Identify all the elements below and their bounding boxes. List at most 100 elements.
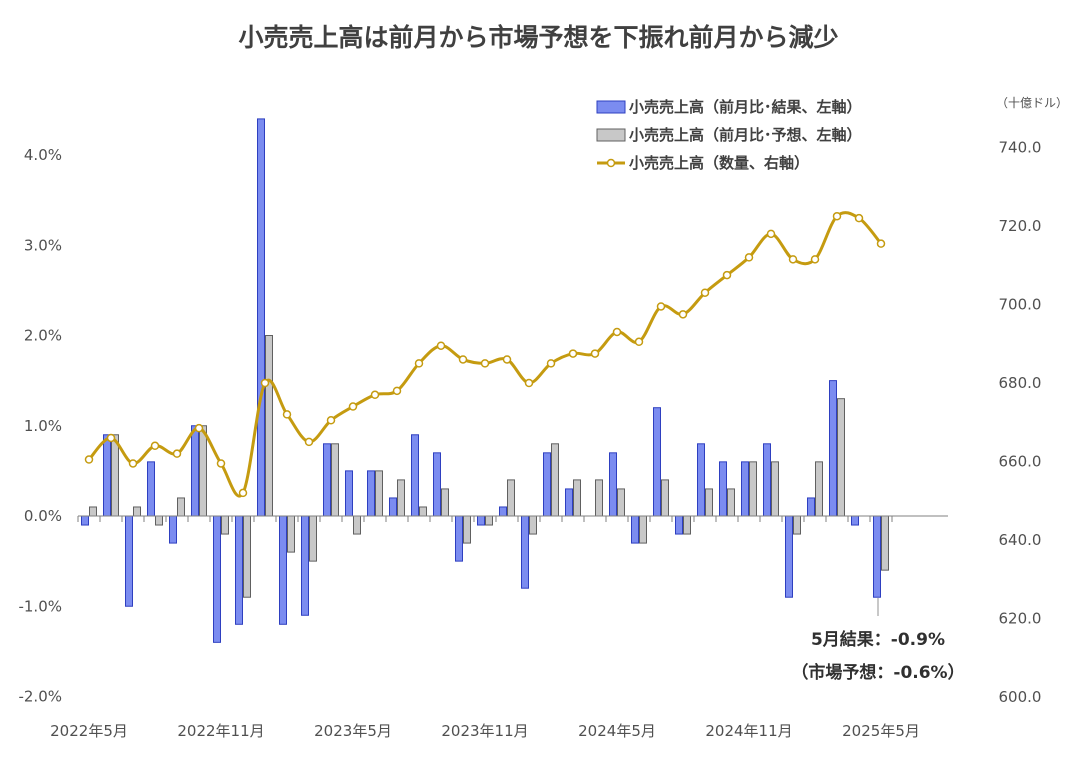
x-axis-ticks — [77, 516, 893, 522]
legend-swatch-forecast — [596, 128, 626, 142]
bar-forecast — [573, 479, 581, 517]
right-tick-label: 600.0 — [999, 688, 1042, 706]
bar-result — [147, 461, 155, 517]
bar-result — [763, 443, 771, 517]
right-tick-label: 660.0 — [999, 453, 1042, 471]
right-axis-ticks: 740.0 720.0 700.0 680.0 660.0 640.0 620.0 600.0 — [999, 139, 1042, 707]
volume-point — [414, 359, 424, 368]
bar-forecast — [815, 461, 823, 517]
volume-point — [546, 359, 556, 368]
bar-forecast — [529, 515, 537, 535]
volume-point — [436, 341, 446, 350]
volume-point — [150, 441, 160, 451]
bar-forecast — [507, 479, 515, 517]
bar-result — [697, 443, 705, 517]
legend-swatch-result — [596, 100, 626, 114]
bar-forecast — [551, 443, 559, 517]
volume-point — [766, 229, 776, 239]
bar-result — [455, 515, 463, 562]
volume-line — [87, 211, 883, 498]
bar-result — [851, 515, 859, 526]
volume-point — [480, 359, 490, 368]
bar-result — [741, 461, 749, 517]
bar-forecast — [463, 515, 471, 544]
volume-point — [84, 455, 94, 464]
bar-forecast — [727, 488, 735, 517]
bar-result — [543, 452, 551, 517]
bar-result — [257, 118, 265, 517]
bar-result — [345, 470, 353, 517]
bar-forecast — [771, 461, 779, 517]
bar-result — [433, 452, 441, 517]
left-tick-label: 0.0% — [24, 507, 62, 525]
bar-result — [235, 515, 243, 625]
bar-forecast — [89, 506, 97, 517]
volume-point — [810, 255, 820, 264]
x-tick-label: 2023年11月 — [441, 722, 528, 740]
bar-forecast — [287, 515, 295, 553]
volume-point — [172, 449, 182, 458]
bar-forecast — [705, 488, 713, 517]
legend-label-result: 小売売上高（前月比･結果、左軸） — [629, 98, 862, 116]
bar-result — [631, 515, 639, 544]
right-tick-label: 700.0 — [999, 296, 1042, 314]
volume-point — [568, 349, 578, 358]
volume-point — [832, 211, 842, 221]
bar-forecast — [177, 497, 185, 517]
x-tick-label: 2022年11月 — [177, 722, 264, 740]
bar-forecast — [111, 434, 119, 517]
bar-forecast — [441, 488, 449, 517]
chart-title: 小売売上高は前月から市場予想を下振れ前月から減少 — [238, 23, 839, 52]
volume-point — [700, 288, 710, 297]
left-axis-ticks: 4.0% 3.0% 2.0% 1.0% 0.0% -1.0% -2.0% — [18, 146, 62, 706]
bar-forecast — [793, 515, 801, 535]
left-tick-label: -2.0% — [18, 688, 62, 706]
volume-point — [128, 459, 138, 468]
bar-result — [191, 425, 199, 517]
bar-result — [829, 380, 837, 517]
bar-forecast — [661, 479, 669, 517]
bar-forecast — [639, 515, 647, 544]
left-tick-label: -1.0% — [18, 597, 62, 615]
bar-forecast — [749, 461, 757, 517]
bar-result — [719, 461, 727, 517]
bar-result — [785, 515, 793, 598]
volume-point — [722, 270, 732, 280]
left-tick-label: 2.0% — [24, 327, 62, 345]
volume-point — [656, 302, 666, 311]
right-tick-label: 620.0 — [999, 610, 1042, 628]
bar-result — [367, 470, 375, 517]
volume-point — [590, 349, 600, 358]
bar-result — [521, 515, 529, 589]
volume-point — [612, 327, 622, 337]
annotation-forecast: （市場予想：-0.6%） — [791, 662, 964, 683]
legend-label-volume: 小売売上高（数量、右軸） — [629, 154, 809, 172]
bar-result — [301, 515, 309, 616]
bar-result — [411, 434, 419, 517]
bar-forecast — [221, 515, 229, 535]
left-tick-label: 4.0% — [24, 146, 62, 164]
bar-forecast — [331, 443, 339, 517]
volume-point — [282, 410, 292, 419]
left-tick-label: 1.0% — [24, 417, 62, 435]
bar-result — [499, 506, 507, 517]
volume-point — [678, 310, 688, 319]
right-tick-label: 680.0 — [999, 374, 1042, 392]
left-tick-label: 3.0% — [24, 236, 62, 254]
volume-point — [106, 433, 116, 443]
bar-forecast — [243, 515, 251, 598]
annotation-result: 5月結果：-0.9% — [811, 629, 945, 650]
right-axis-unit: （十億ドル） — [996, 96, 1068, 110]
bar-forecast — [309, 515, 317, 562]
bar-result — [807, 497, 815, 517]
legend-swatch-volume-marker — [606, 158, 616, 168]
bar-forecast — [199, 425, 207, 517]
bar-forecast — [683, 515, 691, 535]
bar-result — [213, 515, 221, 643]
volume-point — [744, 253, 754, 262]
volume-point — [238, 488, 248, 498]
right-tick-label: 740.0 — [999, 139, 1042, 157]
bar-result — [873, 515, 881, 598]
volume-point — [524, 378, 534, 388]
